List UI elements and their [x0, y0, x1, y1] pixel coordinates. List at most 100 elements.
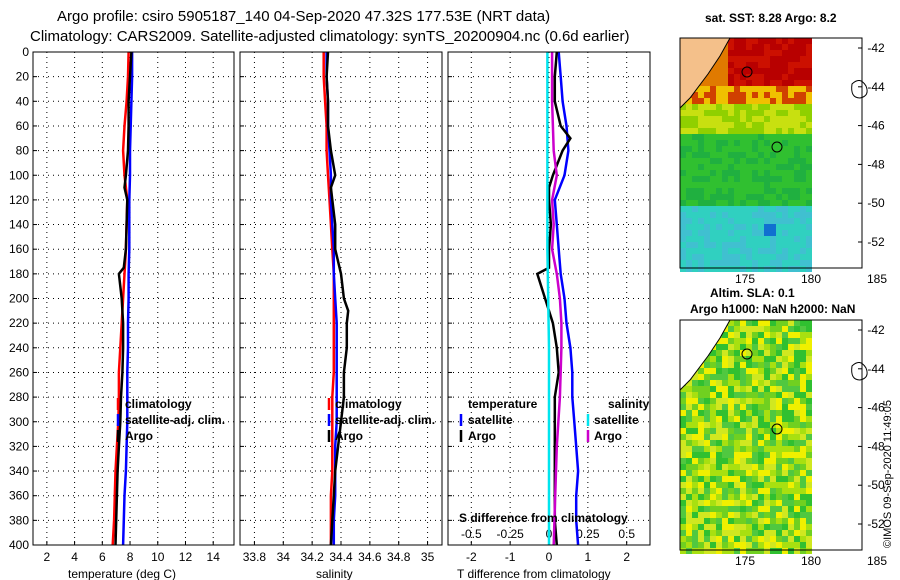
series-line-argo	[325, 51, 350, 546]
legend-label-climatology: climatology	[335, 397, 402, 411]
x-tick-label: 2	[623, 550, 630, 564]
x-tick-label: 2	[44, 550, 51, 564]
x-tick-label: 12	[179, 550, 193, 564]
temperature-panel: 2 4 6 8 10 12 14020406080100120140160180200220…	[9, 45, 235, 564]
x-axis-label-salinity: salinity	[316, 567, 353, 580]
series-line-climatology	[111, 51, 130, 546]
x-tick-label: 33.8	[243, 550, 267, 564]
legend-label-s-satellite: satellite	[594, 413, 639, 427]
salinity-legend: climatology satellite-adj. clim. Argo	[335, 397, 435, 443]
x-tick-label: 34.2	[300, 550, 324, 564]
map-y-tick-label: -46	[867, 401, 885, 415]
y-tick-label: 80	[16, 144, 30, 158]
y-tick-label: 340	[9, 464, 29, 478]
map-y-tick-label: -42	[867, 41, 885, 55]
no-data-area	[812, 320, 862, 550]
no-data-area	[812, 38, 862, 268]
map-y-tick-label: -52	[867, 517, 885, 531]
chatham-islands	[851, 362, 868, 381]
map-x-tick-label: 180	[801, 554, 821, 568]
top-axis-tick-label: 0.25	[576, 527, 600, 541]
x-tick-label: 34.4	[329, 550, 353, 564]
temperature-legend: climatology satellite-adj. clim. Argo	[125, 397, 225, 443]
map-x-tick-label: 180	[801, 272, 821, 286]
y-tick-label: 300	[9, 415, 29, 429]
x-tick-label: 10	[151, 550, 165, 564]
map-y-tick-label: -50	[867, 196, 885, 210]
legend-label-argo: Argo	[335, 429, 363, 443]
top-axis-tick-label: -0.5	[461, 527, 482, 541]
legend-label-satellite: satellite-adj. clim.	[125, 413, 225, 427]
sst-map-title: sat. SST: 8.28 Argo: 8.2	[705, 11, 837, 25]
x-axis-label-temperature: temperature (deg C)	[68, 567, 176, 580]
x-tick-label: 34.6	[358, 550, 382, 564]
x-axis-label-difference: T difference from climatology	[457, 567, 611, 580]
y-tick-label: 280	[9, 390, 29, 404]
y-tick-label: 0	[22, 45, 29, 59]
x-tick-label: 34.8	[387, 550, 411, 564]
sst-map: -42 -44 -46 -48 -50 -52 175 180 185	[679, 37, 887, 286]
map-frame	[679, 319, 863, 551]
series-line-climatology	[322, 52, 336, 545]
top-axis-tick-label: -0.25	[496, 527, 524, 541]
x-tick-label: -2	[466, 550, 477, 564]
legend-label-satellite: satellite-adj. clim.	[335, 413, 435, 427]
y-tick-label: 320	[9, 439, 29, 453]
series-line-satellite-adj.-clim.	[121, 52, 134, 546]
series-line-salinity-satellite	[546, 52, 551, 545]
map-y-tick-label: -50	[867, 478, 885, 492]
difference-panel: -2 -1 0 1 2-0.5 -0.25 0 0.25 0.5	[447, 51, 651, 564]
x-tick-label: -1	[505, 550, 516, 564]
previous-profile-marker	[741, 348, 753, 360]
map-x-tick-label: 185	[867, 272, 887, 286]
x-tick-label: 14	[207, 550, 221, 564]
map-y-tick-label: -42	[867, 323, 885, 337]
y-tick-label: 160	[9, 242, 29, 256]
y-tick-label: 380	[9, 513, 29, 527]
y-tick-label: 240	[9, 341, 29, 355]
legend-label-t-satellite: satellite	[468, 413, 513, 427]
map-frame	[679, 37, 863, 269]
legend-title-temperature: temperature	[468, 397, 538, 411]
sla-map-title-line1: Altim. SLA: 0.1	[710, 286, 795, 300]
plot-frame	[447, 51, 651, 546]
chatham-islands	[851, 80, 868, 99]
x-tick-label: 35	[421, 550, 435, 564]
map-y-tick-label: -46	[867, 119, 885, 133]
y-tick-label: 60	[16, 119, 30, 133]
map-y-tick-label: -48	[867, 157, 885, 171]
y-tick-label: 360	[9, 489, 29, 503]
series-line-salinity-argo	[550, 52, 563, 546]
plot-frame	[32, 51, 235, 546]
map-x-tick-label: 185	[867, 554, 887, 568]
title-line2: Climatology: CARS2009. Satellite-adjuste…	[30, 28, 629, 45]
x-tick-label: 34	[277, 550, 291, 564]
difference-legend: temperature salinity satellite Argo sate…	[459, 397, 650, 525]
map-y-tick-label: -44	[867, 362, 885, 376]
previous-profile-marker	[741, 66, 753, 78]
map-x-tick-label: 175	[735, 272, 755, 286]
x-tick-label: 8	[127, 550, 134, 564]
y-tick-label: 400	[9, 538, 29, 552]
x-tick-label: 6	[99, 550, 106, 564]
y-tick-label: 200	[9, 292, 29, 306]
series-line-temperature-argo	[535, 51, 572, 546]
legend-label-s-argo: Argo	[594, 429, 622, 443]
map-y-tick-label: -52	[867, 235, 885, 249]
y-tick-label: 140	[9, 218, 29, 232]
x-tick-label: 0	[546, 550, 553, 564]
map-y-tick-label: -44	[867, 80, 885, 94]
s-axis-label: S difference from climatology	[459, 511, 628, 525]
y-tick-label: 120	[9, 193, 29, 207]
series-line-argo	[114, 51, 133, 546]
x-tick-label: 1	[585, 550, 592, 564]
legend-title-salinity: salinity	[608, 397, 650, 411]
salinity-panel: 33.8 34 34.2 34.4 34.6 34.8 35	[239, 51, 443, 564]
y-tick-label: 180	[9, 267, 29, 281]
legend-label-t-argo: Argo	[468, 429, 496, 443]
credit-stamp: ©IMOS 09-Sep-2020 11:49:05	[882, 400, 894, 548]
map-x-tick-label: 175	[735, 554, 755, 568]
profile-location-marker	[771, 141, 783, 153]
legend-label-argo: Argo	[125, 429, 153, 443]
